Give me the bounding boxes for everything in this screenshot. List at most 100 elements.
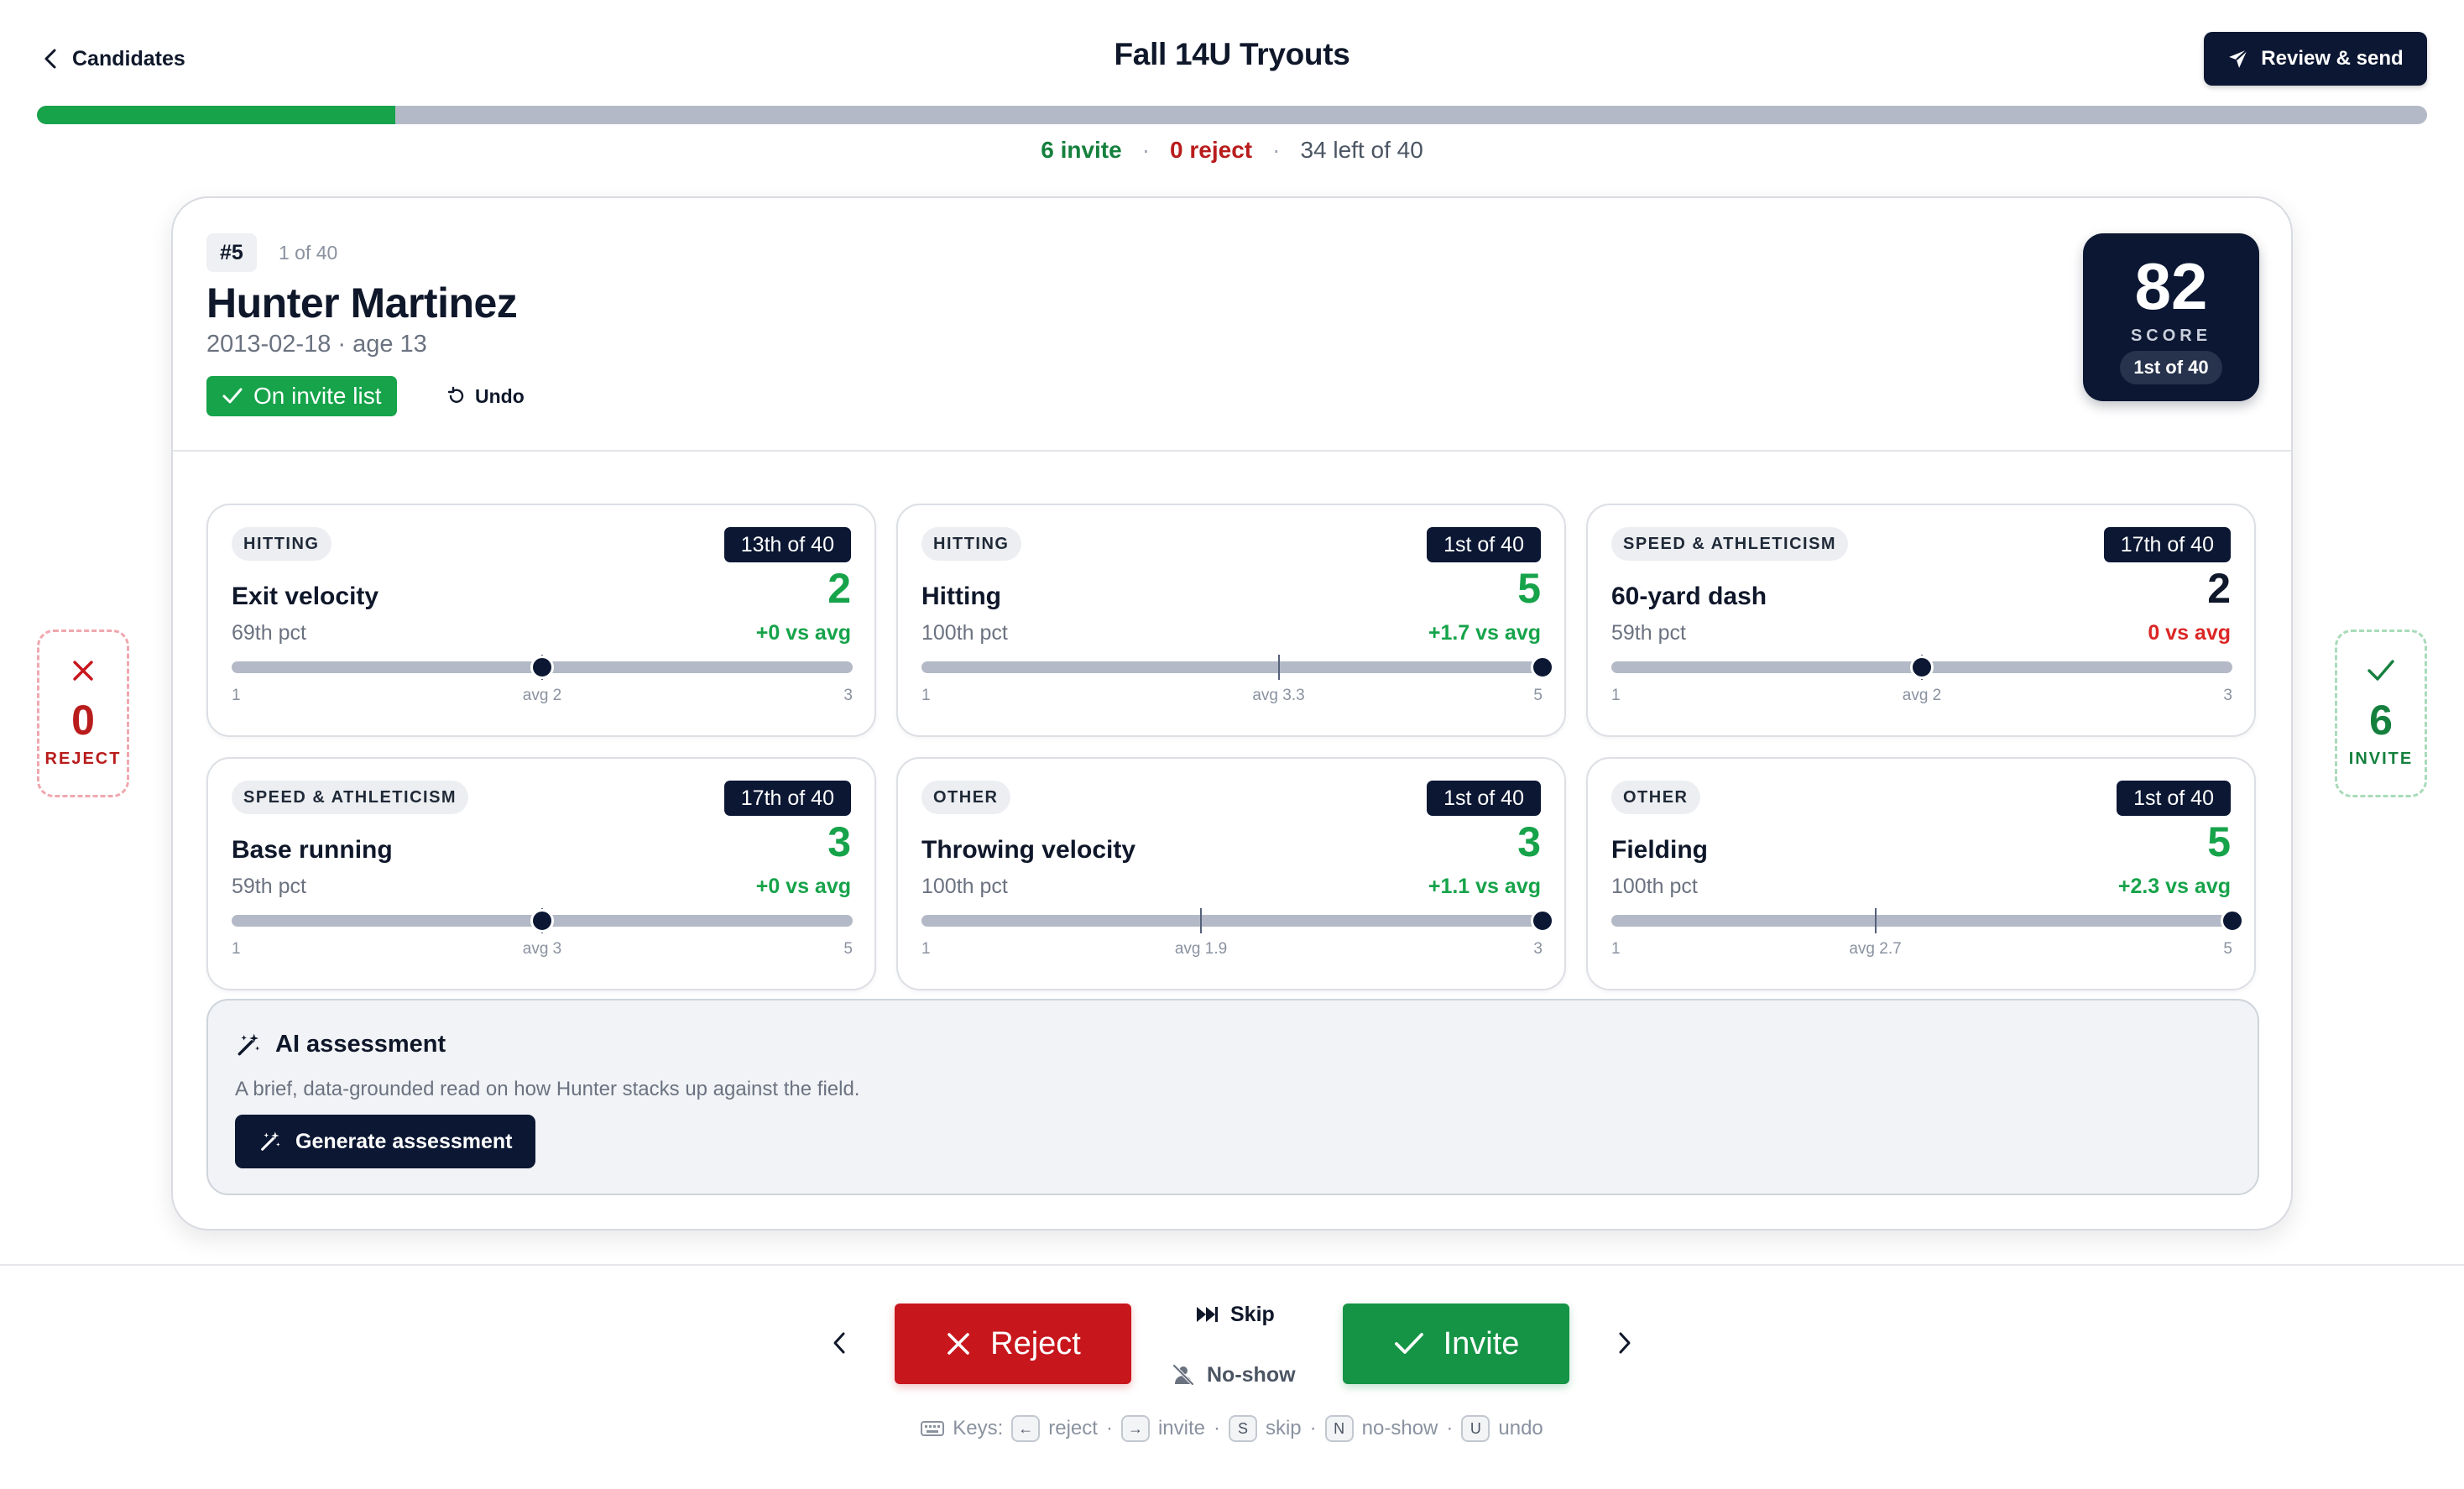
metric-percentile: 59th pct	[232, 875, 306, 898]
score-label: SCORE	[2130, 327, 2212, 345]
metric-category: SPEED & ATHLETICISM	[232, 781, 469, 814]
metric-scale: 1 avg 1.9 3	[921, 940, 1543, 962]
metric-avg-label: avg 1.9	[1174, 940, 1228, 958]
metric-value: 2	[2207, 565, 2231, 612]
invite-drop-zone: 6 INVITE	[2335, 630, 2427, 797]
metric-category: OTHER	[1611, 781, 1700, 814]
tally-separator: ·	[1141, 137, 1151, 163]
metric-card: OTHER 1st of 40 Throwing velocity 3 100th pc…	[896, 757, 1566, 990]
metric-card: SPEED & ATHLETICISM 17th of 40 Base runnin…	[206, 757, 876, 990]
metric-slider-track	[232, 655, 853, 680]
skip-button[interactable]: Skip	[1195, 1298, 1275, 1331]
invite-count: 6	[2369, 697, 2393, 744]
metric-rank: 1st of 40	[1427, 527, 1541, 562]
metric-avg-marker	[1874, 908, 1877, 933]
metric-percentile: 100th pct	[921, 621, 1008, 645]
metric-value: 3	[1517, 818, 1541, 865]
fast-forward-icon	[1197, 1307, 1218, 1322]
shortcut-label: reject	[1048, 1417, 1098, 1439]
metric-delta: +2.3 vs avg	[2117, 875, 2231, 898]
reject-zone-label: REJECT	[44, 750, 122, 768]
remaining-tally: 34 left of 40	[1300, 137, 1423, 163]
bottom-divider	[0, 1264, 2464, 1266]
metric-scale: 1 avg 2 3	[1611, 687, 2232, 708]
candidate-position: 1 of 40	[279, 242, 338, 264]
tally-separator: ·	[1272, 137, 1281, 163]
metric-avg-label: avg 3	[522, 940, 562, 958]
undo-button[interactable]: Undo	[446, 379, 525, 413]
metric-title: 60-yard dash	[1611, 583, 1767, 610]
reject-button[interactable]: Reject	[895, 1304, 1131, 1384]
metric-card: SPEED & ATHLETICISM 17th of 40 60-yard das…	[1586, 504, 2256, 737]
review-and-send-button[interactable]: Review & send	[2204, 32, 2427, 86]
shortcut-key: ←	[1011, 1415, 1041, 1442]
shortcut-separator: ·	[1105, 1417, 1113, 1439]
metric-rank: 1st of 40	[2117, 781, 2231, 816]
metric-min-label: 1	[1611, 940, 1621, 958]
skip-label: Skip	[1230, 1302, 1275, 1326]
metric-delta: 0 vs avg	[2148, 621, 2231, 645]
metric-delta: +0 vs avg	[755, 621, 851, 645]
reject-count: 0	[71, 697, 95, 744]
score-value: 82	[2134, 249, 2208, 323]
ai-assessment-heading: AI assessment	[235, 1031, 446, 1058]
candidate-name: Hunter Martinez	[206, 280, 518, 327]
metric-max-label: 3	[2223, 687, 2232, 704]
back-to-candidates-link[interactable]: Candidates	[44, 40, 185, 77]
metric-delta: +0 vs avg	[755, 875, 851, 898]
invite-zone-label: INVITE	[2348, 750, 2414, 768]
metric-avg-label: avg 2	[1902, 687, 1942, 704]
generate-assessment-button[interactable]: Generate assessment	[235, 1115, 536, 1168]
metric-card: HITTING 1st of 40 Hitting 5 100th pct +1.7 vs…	[896, 504, 1566, 737]
close-icon	[73, 661, 93, 681]
metric-slider-track	[1611, 655, 2232, 680]
shortcut-separator: ·	[1446, 1417, 1454, 1439]
metric-min-label: 1	[921, 940, 931, 958]
previous-candidate-button[interactable]	[819, 1323, 859, 1363]
invite-label: Invite	[1443, 1325, 1520, 1361]
metric-rank: 1st of 40	[1427, 781, 1541, 816]
metric-score-marker	[2221, 909, 2244, 933]
metric-slider-track	[232, 908, 853, 933]
metric-value: 5	[2207, 818, 2231, 865]
metric-score-marker	[530, 656, 554, 679]
chevron-right-icon	[1619, 1332, 1631, 1354]
undo-label: Undo	[475, 384, 525, 407]
metric-category: SPEED & ATHLETICISM	[1611, 527, 1849, 561]
metric-scale: 1 avg 2.7 5	[1611, 940, 2232, 962]
metric-scale: 1 avg 3 5	[232, 940, 853, 962]
metric-max-label: 5	[1533, 687, 1543, 704]
shortcut-key: S	[1228, 1415, 1257, 1442]
ai-assessment-panel: AI assessment A brief, data-grounded rea…	[206, 999, 2259, 1195]
metric-delta: +1.1 vs avg	[1428, 875, 1541, 898]
metric-avg-marker	[1277, 655, 1280, 680]
page-title: Fall 14U Tryouts	[1114, 37, 1350, 71]
metric-title: Exit velocity	[232, 583, 379, 610]
close-icon	[947, 1333, 969, 1355]
metric-slider-track	[921, 655, 1554, 680]
metric-rank: 13th of 40	[723, 527, 851, 562]
metric-avg-label: avg 3.3	[1252, 687, 1305, 704]
keys-prefix: Keys:	[953, 1417, 1004, 1439]
metric-max-label: 5	[843, 940, 853, 958]
metric-slider-track	[921, 908, 1554, 933]
metric-card: OTHER 1st of 40 Fielding 5 100th pct +2.3 vs …	[1586, 757, 2256, 990]
undo-icon	[447, 386, 464, 403]
metric-title: Base running	[232, 836, 393, 864]
chevron-left-icon	[833, 1332, 845, 1354]
progress-fill	[37, 106, 396, 124]
magic-wand-icon	[238, 1033, 260, 1055]
metric-max-label: 5	[2223, 940, 2232, 958]
invite-button[interactable]: Invite	[1343, 1304, 1569, 1384]
magic-wand-icon	[261, 1131, 280, 1151]
no-show-button[interactable]: No-show	[1172, 1358, 1296, 1392]
metric-min-label: 1	[232, 940, 241, 958]
shortcut-label: no-show	[1361, 1417, 1438, 1439]
ai-description: A brief, data-grounded read on how Hunte…	[235, 1078, 860, 1100]
next-candidate-button[interactable]	[1605, 1323, 1645, 1363]
metric-percentile: 69th pct	[232, 621, 306, 645]
shortcut-key: N	[1324, 1415, 1354, 1442]
metric-rank: 17th of 40	[723, 781, 851, 816]
shortcut-key: U	[1461, 1415, 1490, 1442]
